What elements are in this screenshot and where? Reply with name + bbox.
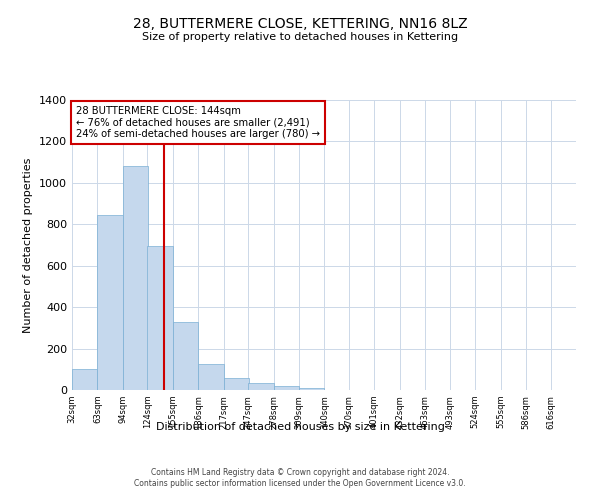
Text: Size of property relative to detached houses in Kettering: Size of property relative to detached ho… (142, 32, 458, 42)
Text: Contains HM Land Registry data © Crown copyright and database right 2024.
Contai: Contains HM Land Registry data © Crown c… (134, 468, 466, 487)
Bar (299, 388, 325, 390)
Bar (198, 364, 224, 390)
Bar (148, 246, 173, 390)
Y-axis label: Number of detached properties: Number of detached properties (23, 158, 34, 332)
Bar (224, 378, 249, 390)
Text: Distribution of detached houses by size in Kettering: Distribution of detached houses by size … (155, 422, 445, 432)
Bar (173, 322, 198, 390)
Bar (97, 215, 123, 390)
Bar (123, 166, 148, 390)
Text: 28, BUTTERMERE CLOSE, KETTERING, NN16 8LZ: 28, BUTTERMERE CLOSE, KETTERING, NN16 8L… (133, 18, 467, 32)
Bar (72, 370, 97, 390)
Bar (248, 384, 274, 390)
Bar (274, 386, 299, 390)
Text: 28 BUTTERMERE CLOSE: 144sqm
← 76% of detached houses are smaller (2,491)
24% of : 28 BUTTERMERE CLOSE: 144sqm ← 76% of det… (76, 106, 320, 140)
